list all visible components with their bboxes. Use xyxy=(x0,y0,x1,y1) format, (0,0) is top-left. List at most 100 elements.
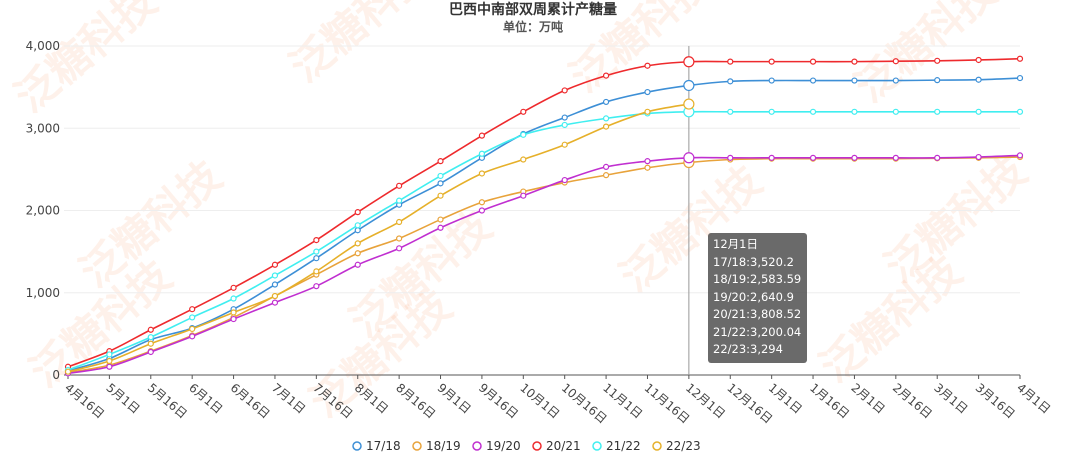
data-point xyxy=(396,197,403,204)
data-point xyxy=(520,131,527,138)
legend-marker xyxy=(352,441,362,451)
data-point xyxy=(354,261,361,268)
data-point xyxy=(809,154,817,161)
x-tick-label: 7月1日 xyxy=(269,381,308,417)
data-point xyxy=(892,77,899,84)
data-point xyxy=(892,58,899,65)
data-point xyxy=(271,272,279,279)
x-tick-label: 11月16日 xyxy=(642,381,693,427)
x-tick-label: 5月1日 xyxy=(103,381,142,417)
data-point xyxy=(892,108,899,115)
data-point xyxy=(727,78,734,85)
data-point xyxy=(106,357,113,365)
data-point xyxy=(1016,74,1024,82)
data-point xyxy=(561,141,568,148)
data-point xyxy=(396,235,403,242)
data-point xyxy=(602,123,610,130)
data-point xyxy=(934,108,941,115)
legend-marker xyxy=(652,441,662,451)
data-point xyxy=(768,77,775,84)
x-tick-label: 9月1日 xyxy=(435,381,474,417)
data-point xyxy=(437,192,444,199)
data-point xyxy=(313,268,320,275)
data-point xyxy=(683,79,695,92)
data-point xyxy=(602,163,610,171)
x-tick-label: 6月16日 xyxy=(228,381,273,422)
data-point xyxy=(64,368,72,375)
legend-marker xyxy=(472,441,482,451)
legend-label: 22/23 xyxy=(666,439,701,453)
data-point xyxy=(189,325,196,333)
x-tick-label: 12月16日 xyxy=(724,381,775,427)
data-point xyxy=(727,108,734,115)
tooltip-line: 17/18:3,520.2 xyxy=(713,254,794,269)
legend-label: 20/21 xyxy=(546,439,581,453)
data-point xyxy=(934,154,941,161)
data-point xyxy=(809,108,817,115)
tooltip-title: 12月1日 xyxy=(713,237,758,251)
series-line xyxy=(67,110,1020,371)
x-tick-label: 3月1日 xyxy=(931,381,970,417)
data-point xyxy=(644,164,651,171)
data-point xyxy=(975,153,982,161)
legend-marker xyxy=(592,441,602,451)
data-point xyxy=(1016,152,1024,159)
data-point xyxy=(520,108,527,115)
data-point xyxy=(1016,55,1024,62)
data-point xyxy=(644,62,651,69)
data-point xyxy=(271,261,279,268)
data-point xyxy=(147,348,154,356)
data-point xyxy=(1016,108,1024,115)
data-point xyxy=(437,172,444,180)
data-point xyxy=(230,284,237,291)
data-point xyxy=(644,158,651,165)
data-point xyxy=(851,154,858,161)
tooltip: 12月1日 17/18:3,520.2 18/19:2,583.59 19/20:2,… xyxy=(708,233,807,363)
data-point xyxy=(768,154,775,161)
x-tick-label: 2月1日 xyxy=(849,381,888,417)
data-point xyxy=(561,121,568,129)
data-point xyxy=(975,76,982,83)
x-tick-label: 6月1日 xyxy=(186,381,225,417)
data-point xyxy=(520,156,527,163)
data-point xyxy=(437,224,444,231)
data-point xyxy=(478,132,486,139)
data-point xyxy=(892,154,899,161)
data-point xyxy=(437,216,444,223)
data-point xyxy=(851,108,858,115)
series-line xyxy=(67,103,690,373)
data-point xyxy=(230,315,237,323)
data-point xyxy=(437,180,444,187)
tooltip-line: 21/22:3,200.04 xyxy=(713,324,802,339)
data-point xyxy=(768,58,775,65)
data-point xyxy=(520,192,527,199)
x-tick-label: 5月16日 xyxy=(145,381,190,422)
data-point xyxy=(727,154,734,161)
data-point xyxy=(189,333,196,340)
data-point xyxy=(644,108,651,115)
x-tick-label: 8月16日 xyxy=(393,381,438,422)
y-tick-label: 1,000 xyxy=(26,286,60,300)
data-point xyxy=(934,57,941,64)
data-point xyxy=(478,170,486,177)
x-tick-label: 4月1日 xyxy=(1014,381,1053,417)
data-point xyxy=(561,176,568,184)
data-point xyxy=(271,292,279,300)
data-point xyxy=(354,227,361,234)
data-point xyxy=(354,240,361,247)
legend-label: 18/19 xyxy=(426,439,461,453)
data-point xyxy=(602,98,610,106)
data-point xyxy=(271,281,279,288)
data-point xyxy=(147,334,154,341)
data-point xyxy=(354,250,361,257)
data-point xyxy=(478,199,486,206)
watermark: 泛糖科技 xyxy=(6,0,166,122)
y-tick-label: 4,000 xyxy=(26,39,60,53)
tooltip-line: 19/20:2,640.9 xyxy=(713,289,794,304)
data-point xyxy=(230,309,237,316)
x-tick-label: 3月16日 xyxy=(973,381,1018,422)
data-point xyxy=(396,245,403,252)
series-line xyxy=(67,77,1021,372)
